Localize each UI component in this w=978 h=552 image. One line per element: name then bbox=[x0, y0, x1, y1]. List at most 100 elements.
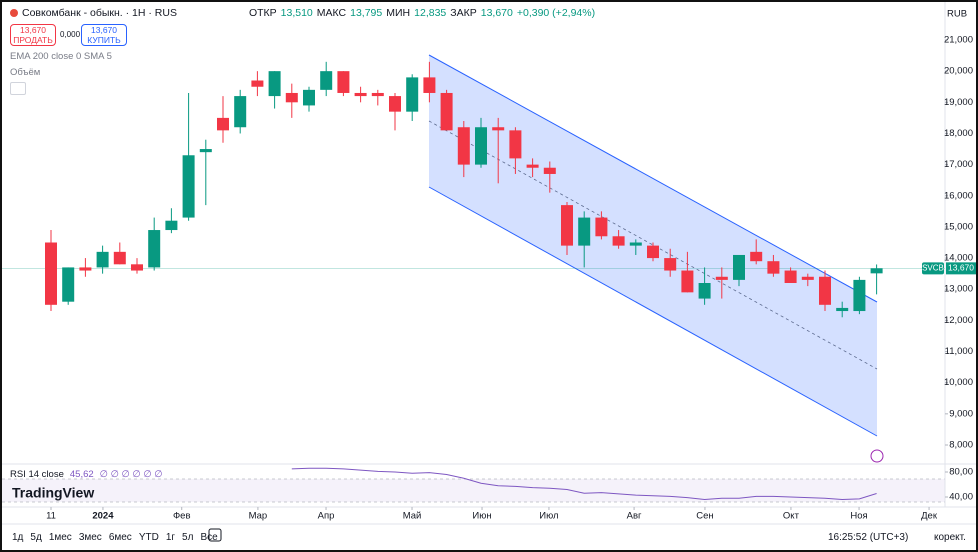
candle-body bbox=[199, 149, 212, 153]
candle-body bbox=[79, 267, 92, 271]
candle-body bbox=[285, 92, 298, 103]
symbol-title: Совкомбанк - обыкн. · 1H · RUS bbox=[22, 7, 177, 19]
x-tick-label: Фев bbox=[173, 511, 191, 522]
range-button[interactable]: 1мес bbox=[48, 532, 72, 543]
y-tick-label: 13,000 bbox=[944, 284, 973, 295]
x-tick-label: Мар bbox=[249, 511, 268, 522]
candle-body bbox=[234, 96, 247, 128]
candle-body bbox=[406, 77, 419, 112]
collapse-button[interactable] bbox=[10, 82, 26, 95]
x-tick-label: 11 bbox=[46, 511, 56, 522]
buy-price: 13,670 bbox=[91, 25, 117, 35]
buy-button[interactable]: 13,670 КУПИТЬ bbox=[81, 24, 127, 46]
calendar-icon[interactable] bbox=[208, 528, 222, 542]
candle-body bbox=[664, 258, 677, 271]
candle-body bbox=[784, 270, 797, 284]
alert-icon[interactable] bbox=[870, 449, 884, 463]
candle-body bbox=[423, 77, 436, 93]
x-tick-label: Авг bbox=[627, 511, 642, 522]
open-label: ОТКР bbox=[248, 7, 277, 19]
range-button[interactable]: 1г bbox=[165, 532, 176, 543]
range-button[interactable]: YTD bbox=[138, 532, 159, 543]
logo: TradingView bbox=[12, 485, 94, 501]
rsi-name: RSI 14 close bbox=[10, 469, 64, 480]
header: Совкомбанк - обыкн. · 1H · RUS ОТКР 13,51… bbox=[10, 7, 595, 19]
close-label: ЗАКР bbox=[450, 7, 477, 19]
y-tick-label: 17,000 bbox=[944, 159, 973, 170]
candle-body bbox=[698, 283, 711, 299]
candle-body bbox=[853, 279, 866, 312]
y-tick-label: 10,000 bbox=[944, 377, 973, 388]
candle-body bbox=[113, 251, 126, 265]
candle-body bbox=[836, 307, 849, 312]
change: +0,390 (+2,94%) bbox=[516, 7, 596, 19]
candle-body bbox=[165, 220, 178, 231]
rsi-line bbox=[291, 467, 877, 501]
last-price-tag bbox=[946, 262, 976, 275]
x-tick-label: Июн bbox=[472, 511, 491, 522]
symbol-tag bbox=[922, 262, 944, 275]
low-label: МИН bbox=[386, 7, 411, 19]
candle-body bbox=[182, 155, 195, 218]
candle-body bbox=[578, 217, 591, 246]
x-tick-label: Дек bbox=[921, 511, 938, 522]
y-tick-label: 12,000 bbox=[944, 315, 973, 326]
x-tick-label: Сен bbox=[696, 511, 713, 522]
x-tick-label: Апр bbox=[318, 511, 335, 522]
candle-body bbox=[131, 264, 143, 271]
y-tick-label: 19,000 bbox=[944, 97, 973, 108]
range-button[interactable]: 5л bbox=[182, 532, 194, 543]
channel-upper bbox=[428, 54, 878, 303]
y-tick-label: 8,000 bbox=[949, 440, 973, 451]
candle-body bbox=[45, 242, 57, 305]
sell-button[interactable]: 13,670 ПРОДАТЬ bbox=[10, 24, 56, 46]
y-tick-label: 15,000 bbox=[944, 221, 973, 232]
candle-body bbox=[217, 117, 229, 131]
candle-body bbox=[647, 245, 659, 259]
candle-body bbox=[440, 92, 453, 131]
volume-legend: Объём bbox=[10, 67, 41, 78]
clock: 16:25:52 (UTC+3) bbox=[828, 532, 909, 543]
candle-body bbox=[819, 276, 831, 305]
y-tick-label: 9,000 bbox=[949, 408, 973, 419]
close-value: 13,670 bbox=[480, 7, 513, 19]
candle-body bbox=[629, 242, 642, 246]
rsi-band bbox=[2, 479, 945, 502]
range-button[interactable]: 5д bbox=[30, 532, 42, 543]
range-button[interactable]: Все bbox=[200, 532, 218, 543]
adjust-button[interactable]: корект. bbox=[934, 532, 966, 543]
spread: 0,000 bbox=[60, 30, 81, 39]
rsi-legend: RSI 14 close 45,62 ∅ ∅ ∅ ∅ ∅ ∅ bbox=[10, 469, 163, 480]
rsi-extra: ∅ ∅ ∅ ∅ ∅ ∅ bbox=[99, 469, 163, 480]
candle-body bbox=[251, 80, 264, 87]
ema-legend: EMA 200 close 0 SMA 5 bbox=[10, 51, 112, 62]
range-button[interactable]: 3мес bbox=[78, 532, 102, 543]
candle-body bbox=[681, 270, 694, 293]
candle-body bbox=[715, 276, 728, 280]
channel-lower bbox=[428, 186, 878, 437]
y-tick-label: 20,000 bbox=[944, 66, 973, 77]
candle-body bbox=[354, 92, 367, 97]
x-tick-label: Ноя bbox=[850, 511, 867, 522]
candle-body bbox=[750, 251, 763, 262]
range-button[interactable]: 6мес bbox=[108, 532, 132, 543]
buy-label: КУПИТЬ bbox=[87, 35, 121, 45]
candle-body bbox=[733, 254, 745, 280]
high-value: 13,795 bbox=[350, 7, 383, 19]
low-value: 12,835 bbox=[414, 7, 447, 19]
x-tick-label: Июл bbox=[539, 511, 558, 522]
y-tick-label: 14,000 bbox=[944, 253, 973, 264]
last-price-label: 13,670 bbox=[948, 263, 974, 273]
candle-body bbox=[457, 127, 470, 165]
range-button[interactable]: 1д bbox=[12, 532, 24, 543]
candle-body bbox=[870, 268, 883, 274]
candle-body bbox=[526, 164, 539, 168]
rsi-tick-label: 40,00 bbox=[949, 492, 973, 503]
x-tick-label: Окт bbox=[783, 511, 800, 522]
x-tick-label: Май bbox=[403, 511, 422, 522]
candle-body bbox=[595, 217, 608, 237]
candle-body bbox=[767, 261, 780, 274]
symbol-tag-text: SVCB bbox=[922, 263, 944, 272]
